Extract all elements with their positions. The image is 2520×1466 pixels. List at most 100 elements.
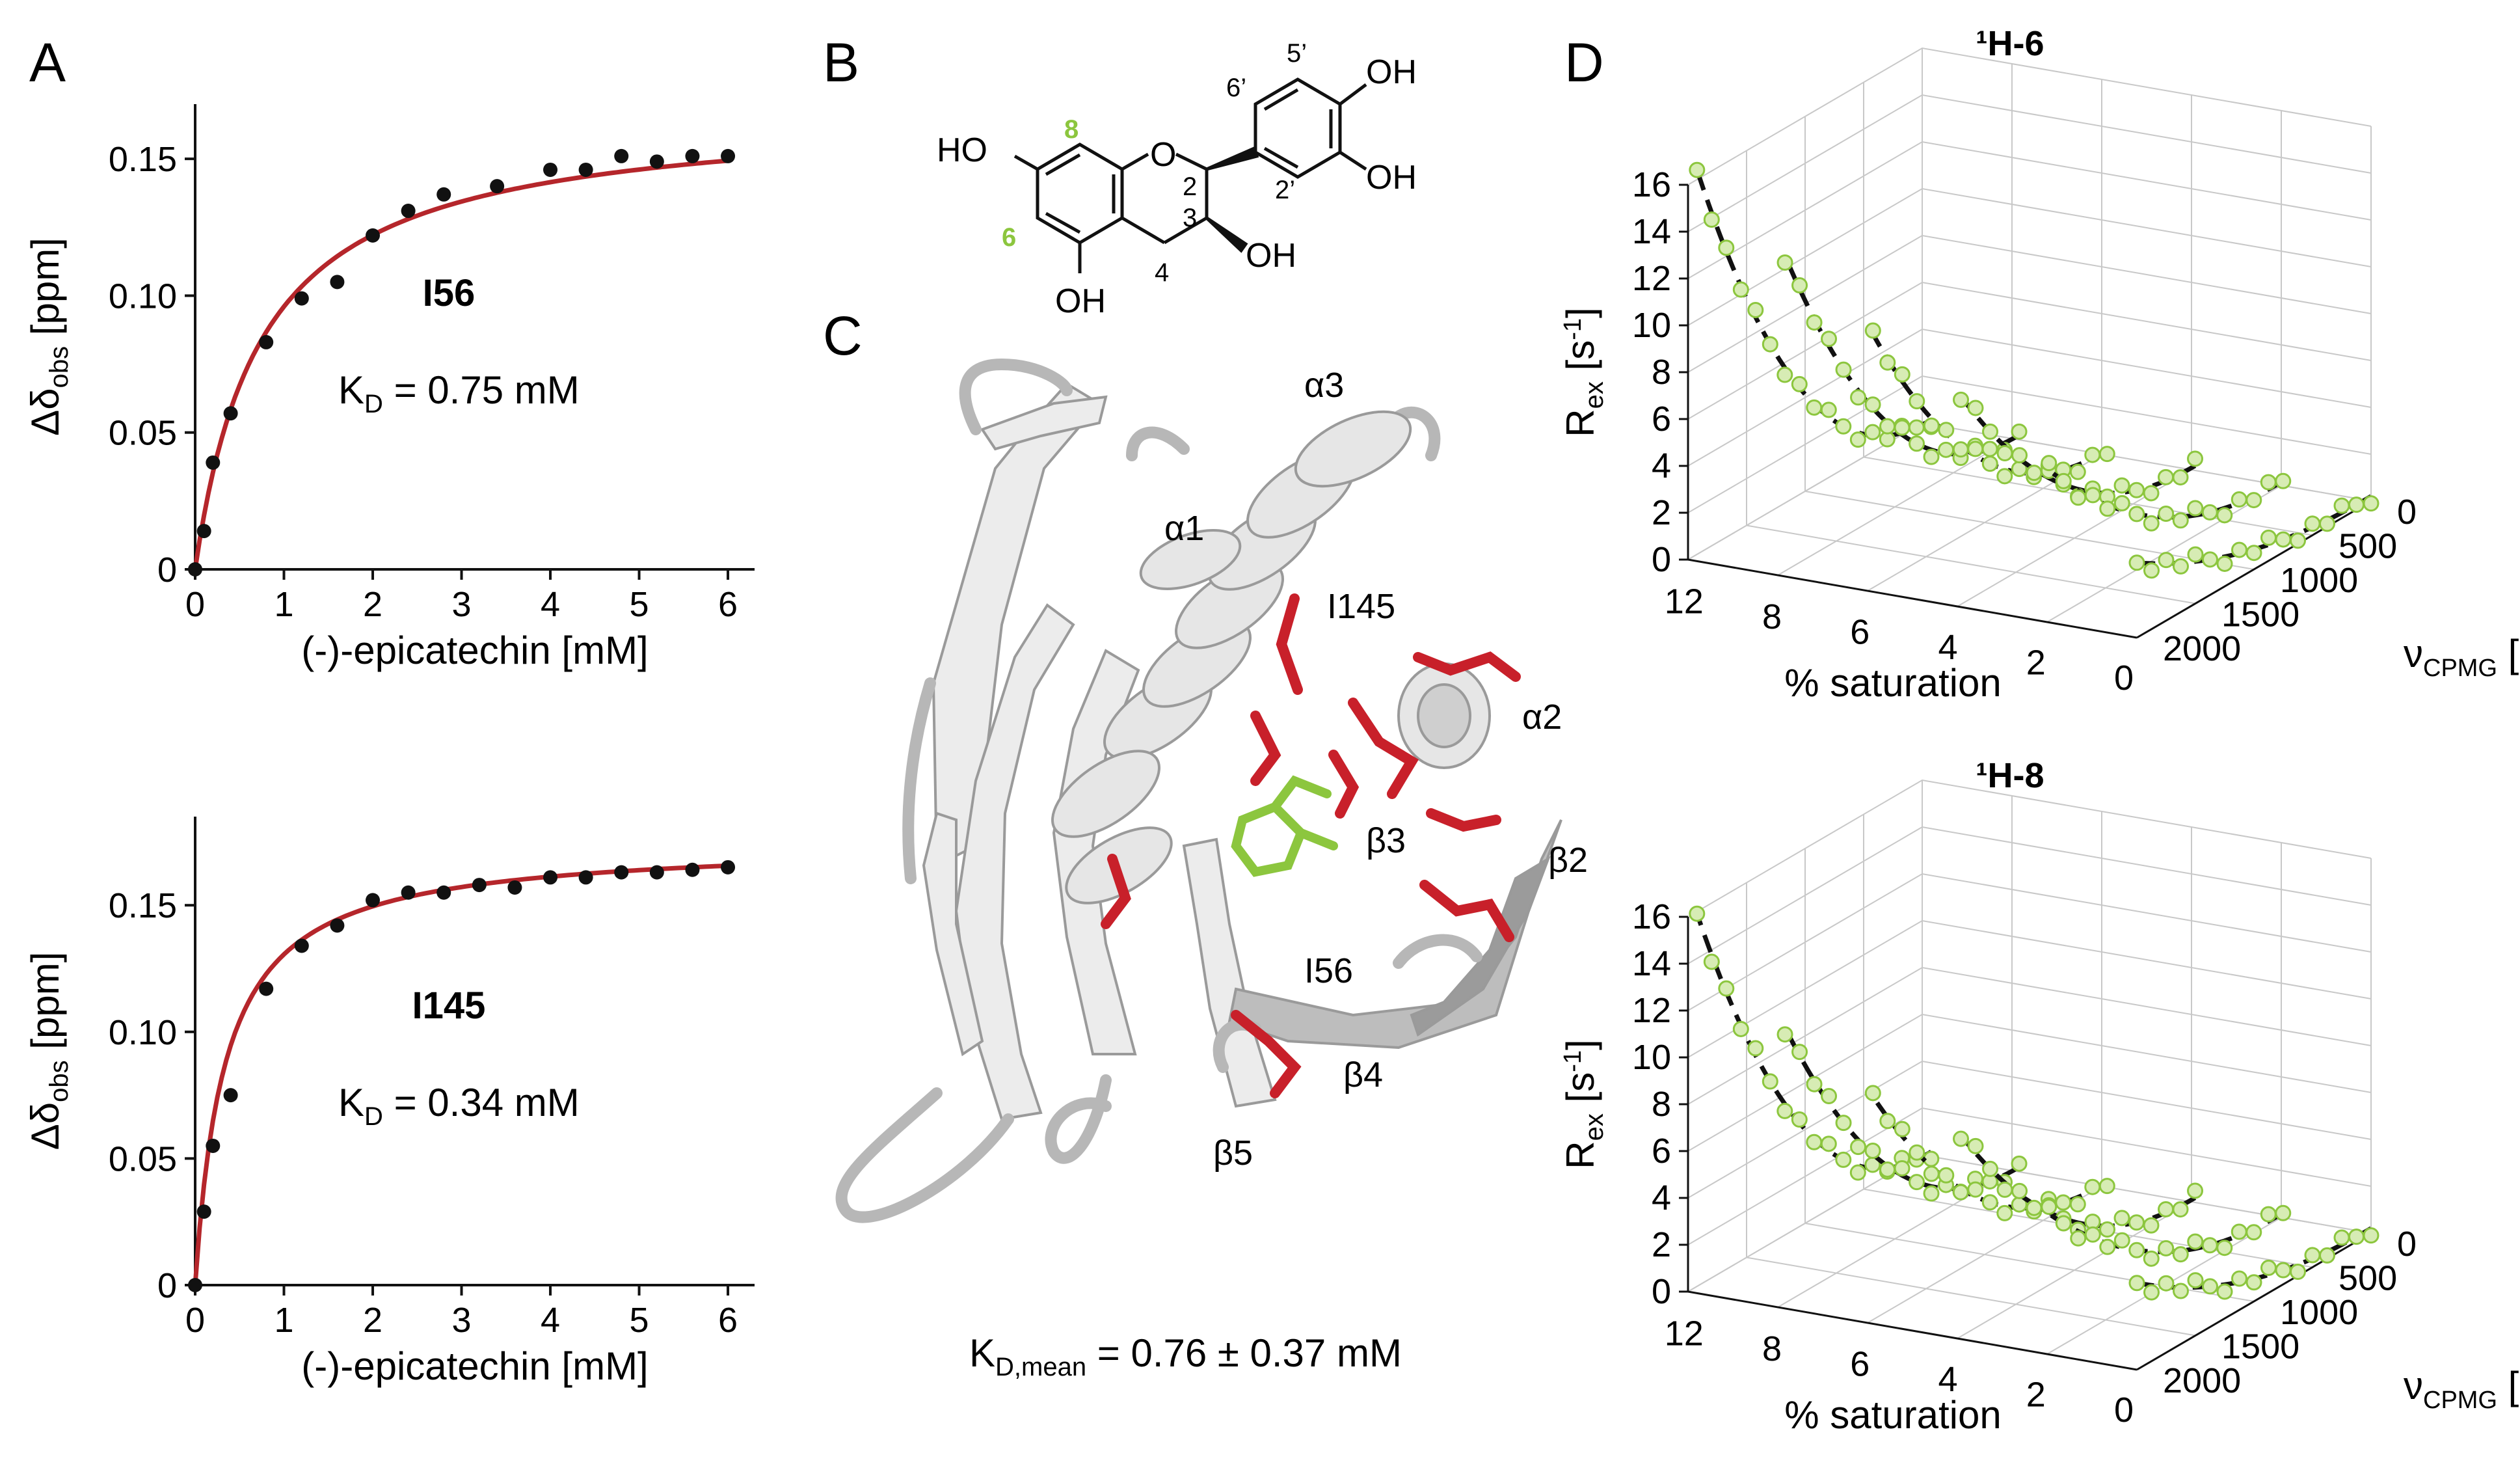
data-point <box>2158 1240 2175 1256</box>
x-axis-label: % saturation <box>1784 1393 2002 1437</box>
data-point <box>2304 1247 2321 1264</box>
data-point <box>1864 424 1881 441</box>
data-point <box>1849 1164 1866 1181</box>
data-point <box>223 406 238 421</box>
data-point <box>2187 500 2204 517</box>
data-point <box>330 275 345 290</box>
label-i145: I145 <box>1327 587 1395 626</box>
data-point <box>2158 506 2175 523</box>
data-point <box>2216 507 2233 524</box>
data-point <box>1879 354 1896 371</box>
data-point <box>2216 1283 2233 1300</box>
y-tick-label: 2000 <box>2163 1361 2241 1400</box>
data-point <box>1820 1135 1837 1152</box>
x-tick-label: 8 <box>1762 597 1782 636</box>
y-tick-label: 0 <box>157 550 177 590</box>
data-point <box>330 918 345 933</box>
data-point <box>2260 1206 2277 1223</box>
data-point <box>2231 541 2247 558</box>
data-point <box>2069 1196 2086 1213</box>
data-point <box>1982 423 1999 440</box>
loop <box>1393 406 1441 461</box>
data-point <box>2245 1274 2262 1291</box>
data-point <box>1776 1026 1793 1043</box>
y-tick-label: 0.10 <box>109 277 177 316</box>
y-tick-label: 0.10 <box>109 1013 177 1052</box>
y-tick-label: 1500 <box>2221 595 2299 634</box>
ho-label: HO <box>937 131 987 169</box>
residue-sidechain <box>1101 854 1131 929</box>
atom-number-4: 4 <box>1155 258 1169 287</box>
data-point <box>366 228 381 243</box>
data-point <box>2304 515 2321 532</box>
wedge-bond <box>1205 216 1248 253</box>
data-point <box>1703 211 1720 228</box>
z-tick-label: 16 <box>1632 165 1671 204</box>
x-tick-label: 5 <box>630 585 649 624</box>
structure-labels: α3 α1 I145 α2 β2 β3 I56 β4 β5 KD,mean = … <box>969 366 1588 1381</box>
data-point <box>1923 417 1940 434</box>
data-point <box>2363 495 2379 512</box>
panel-letter-d: D <box>1564 32 1604 93</box>
data-point <box>1791 1111 1808 1128</box>
loop <box>1393 934 1482 969</box>
oh-bond <box>1339 150 1367 171</box>
data-point <box>1850 389 1867 406</box>
data-point <box>2084 1226 2101 1243</box>
data-point <box>2158 1201 2175 1217</box>
data-point <box>2275 1262 2292 1279</box>
x-tick-label: 6 <box>718 1301 738 1340</box>
data-point <box>2363 1227 2379 1244</box>
kd-annotation: KD = 0.75 mM <box>338 368 580 418</box>
data-point <box>2260 1259 2277 1276</box>
x-tick-label: 6 <box>1850 1344 1870 1383</box>
data-point <box>1996 468 2013 485</box>
grid-line <box>1687 826 2372 964</box>
data-point <box>2333 497 2350 514</box>
beta-strand <box>980 395 1108 451</box>
oh-bond <box>1013 154 1039 171</box>
y-axis-label: Δδobs [ppm] <box>23 952 74 1150</box>
x-axis-label: (-)-epicatechin [mM] <box>301 1344 648 1388</box>
loop <box>902 677 936 884</box>
data-point <box>1923 1165 1940 1182</box>
data-point <box>1894 366 1910 383</box>
data-point <box>2099 500 2116 517</box>
data-point <box>1938 422 1955 439</box>
data-point <box>1981 455 1998 472</box>
data-point <box>1762 1073 1778 1090</box>
data-point <box>2113 495 2130 511</box>
data-point <box>2128 482 2145 498</box>
data-point <box>1923 448 1940 465</box>
data-point <box>2290 1263 2306 1280</box>
y-tick-label: 0 <box>157 1266 177 1305</box>
data-point <box>2245 545 2262 562</box>
data-point <box>614 148 629 163</box>
label-beta5: β5 <box>1213 1133 1253 1173</box>
b-ring-bond <box>1253 77 1342 179</box>
b-ring-double-bond <box>1263 88 1299 111</box>
data-point <box>2143 562 2160 579</box>
data-point <box>1689 161 1706 178</box>
grid-line <box>1804 491 2255 570</box>
binding-curve-chart-i145: 0 1 2 3 4 5 6 0 0.05 0.10 0.15 (-)-epicatechin [mM]… <box>23 817 755 1388</box>
z-tick-label: 14 <box>1632 212 1671 251</box>
y-tick-label: 500 <box>2339 527 2397 566</box>
loop <box>959 358 1073 435</box>
fit-curve <box>193 863 729 1286</box>
data-point <box>1762 336 1778 353</box>
data-point <box>2026 465 2043 482</box>
beta-strand <box>1052 649 1140 1055</box>
atom-number-8: 8 <box>1064 115 1079 144</box>
atom-number-2-prime: 2’ <box>1275 176 1295 204</box>
x-tick-label: 6 <box>718 585 738 624</box>
data-point <box>1967 1181 1984 1198</box>
molecule-labels: HO OH OH OH OH O 8 6 2 3 4 2’ 5’ 6’ <box>937 39 1417 320</box>
data-point <box>1718 239 1735 256</box>
data-point <box>2026 1199 2043 1216</box>
y-tick-label: 1000 <box>2280 1293 2358 1332</box>
x-tick-label: 3 <box>452 1301 472 1340</box>
data-point <box>2084 446 2101 463</box>
data-point <box>2055 1194 2072 1211</box>
